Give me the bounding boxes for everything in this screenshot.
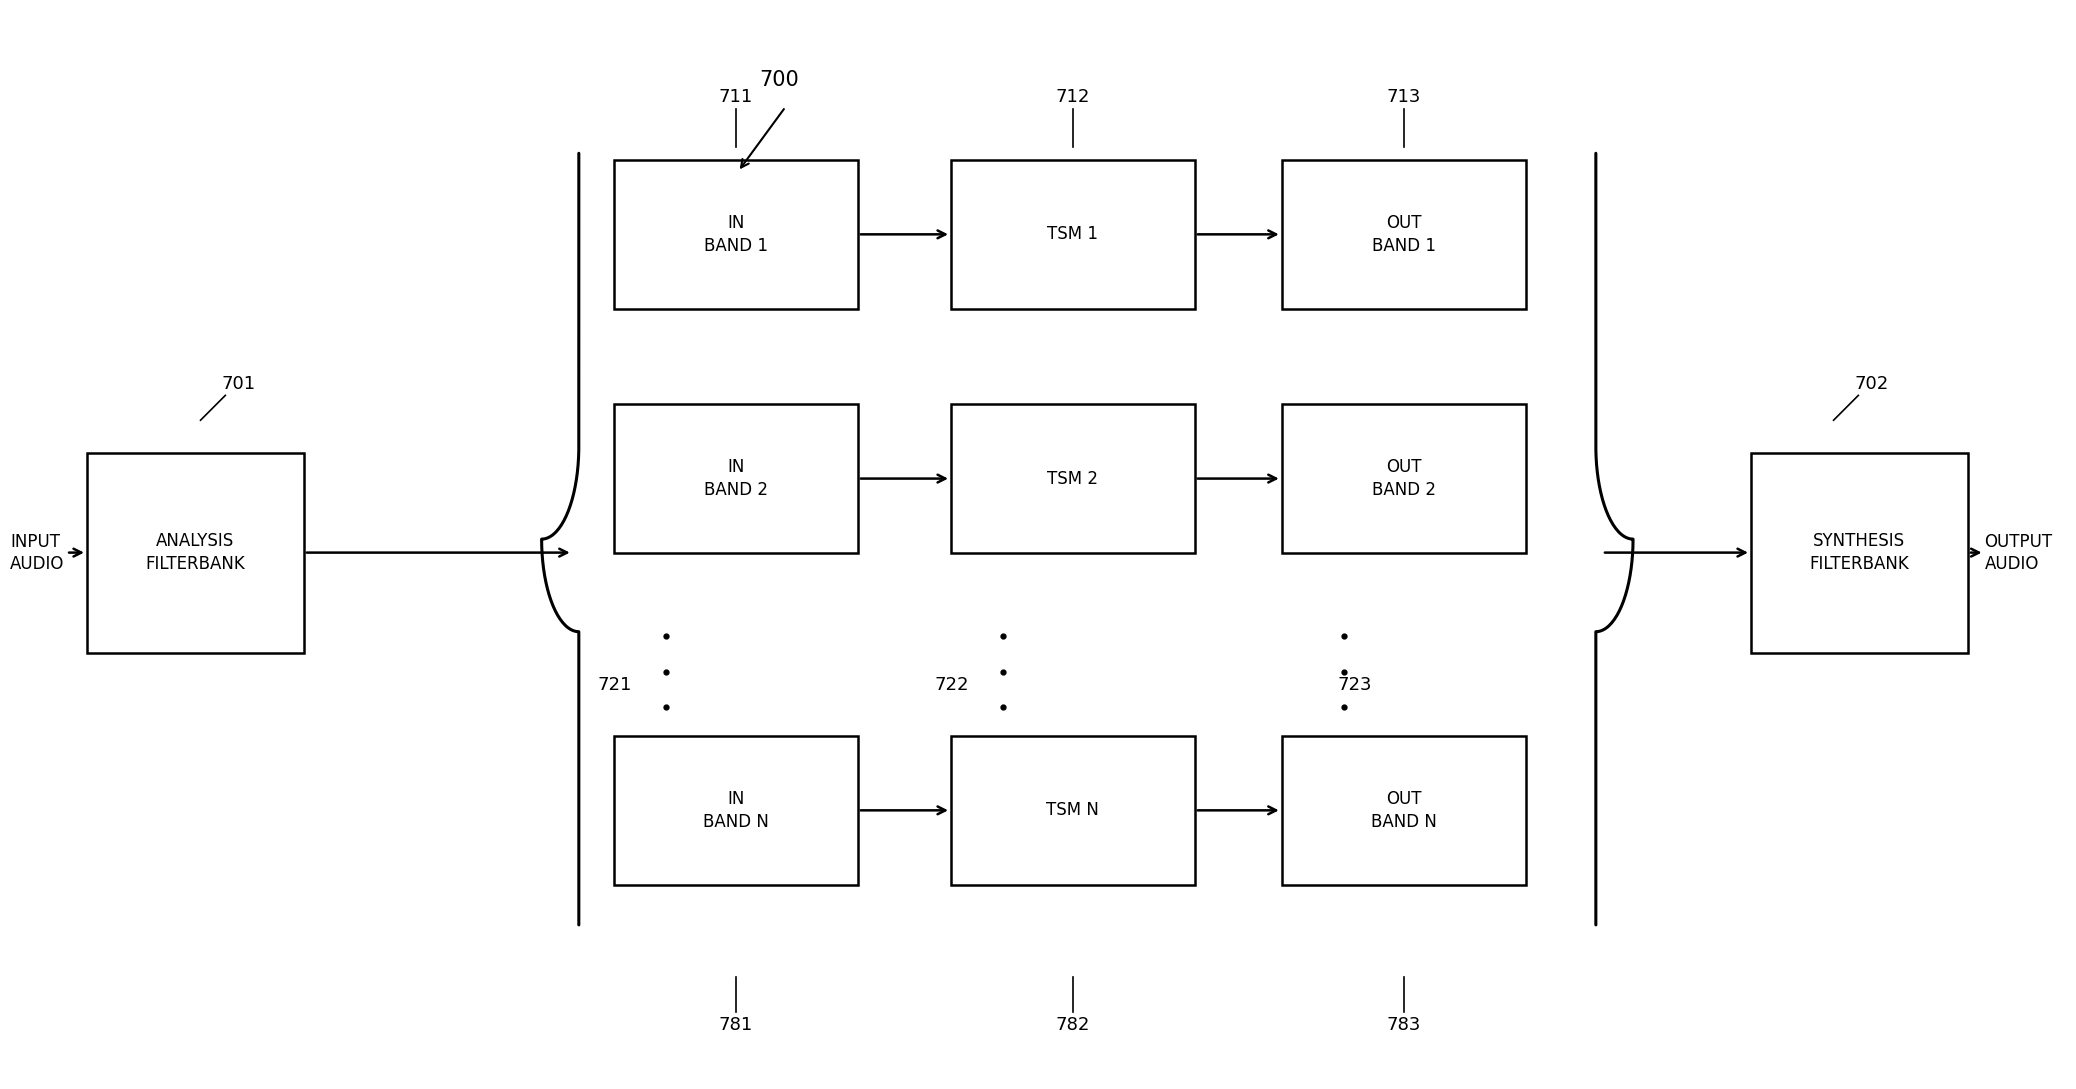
Text: OUT
BAND N: OUT BAND N: [1370, 790, 1437, 831]
Text: OUT
BAND 2: OUT BAND 2: [1372, 457, 1437, 500]
Bar: [614, 160, 857, 309]
Text: TSM 1: TSM 1: [1048, 225, 1098, 243]
Text: ANALYSIS
FILTERBANK: ANALYSIS FILTERBANK: [145, 531, 245, 574]
Text: OUTPUT
AUDIO: OUTPUT AUDIO: [1985, 533, 2053, 573]
Bar: [951, 736, 1196, 885]
Text: 722: 722: [934, 676, 969, 694]
Bar: [951, 160, 1196, 309]
Text: IN
BAND N: IN BAND N: [704, 790, 768, 831]
Bar: [1281, 160, 1526, 309]
Text: 712: 712: [1057, 88, 1090, 106]
Bar: [1281, 736, 1526, 885]
Bar: [614, 404, 857, 553]
Text: 723: 723: [1337, 676, 1372, 694]
Text: IN
BAND 2: IN BAND 2: [704, 457, 768, 500]
Text: OUT
BAND 1: OUT BAND 1: [1372, 213, 1437, 255]
Text: 781: 781: [718, 1016, 754, 1033]
Bar: [87, 453, 303, 652]
Bar: [614, 736, 857, 885]
Text: TSM 2: TSM 2: [1048, 469, 1098, 488]
Text: 700: 700: [760, 70, 799, 89]
Text: TSM N: TSM N: [1046, 802, 1100, 819]
Bar: [1281, 404, 1526, 553]
Text: 701: 701: [222, 376, 255, 393]
Text: IN
BAND 1: IN BAND 1: [704, 213, 768, 255]
Text: 782: 782: [1057, 1016, 1090, 1033]
Text: SYNTHESIS
FILTERBANK: SYNTHESIS FILTERBANK: [1810, 531, 1910, 574]
Text: INPUT
AUDIO: INPUT AUDIO: [10, 533, 64, 573]
Text: 702: 702: [1854, 376, 1889, 393]
Text: 721: 721: [598, 676, 631, 694]
Text: 711: 711: [718, 88, 754, 106]
Text: 783: 783: [1387, 1016, 1420, 1033]
Bar: [1750, 453, 1968, 652]
Text: 713: 713: [1387, 88, 1420, 106]
Bar: [951, 404, 1196, 553]
